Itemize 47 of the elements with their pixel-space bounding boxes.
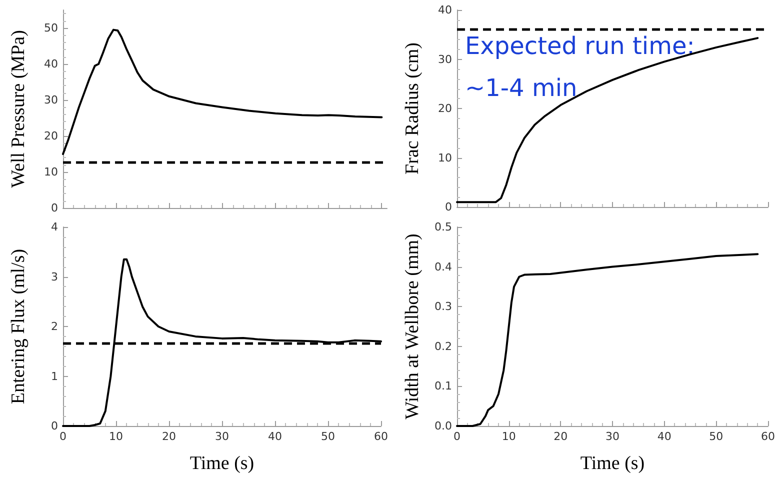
x-tick-label: 60 xyxy=(761,430,775,443)
x-tick-label: 40 xyxy=(268,430,282,443)
y-tick-label: 30 xyxy=(44,94,58,106)
x-tick-label: 10 xyxy=(502,430,516,443)
x-tick-label: 0 xyxy=(60,430,66,443)
y-tick-label: 40 xyxy=(438,4,452,16)
line-series xyxy=(456,253,759,427)
y-tick-label: 10 xyxy=(44,166,58,178)
y-tick-label: 0.3 xyxy=(434,300,452,314)
y-axis-title: Entering Flux (ml/s) xyxy=(8,248,29,404)
x-tick-label: 10 xyxy=(109,430,123,443)
y-tick-label: 3 xyxy=(51,270,58,284)
line-series xyxy=(62,28,383,155)
y-tick-label: 40 xyxy=(44,58,58,70)
x-tick-label: 50 xyxy=(709,430,724,443)
y-tick-label: 0.2 xyxy=(434,340,452,353)
y-tick-label: 4 xyxy=(51,220,58,234)
y-tick-label: 0 xyxy=(51,202,58,214)
x-tick-label: 20 xyxy=(162,430,176,443)
annotation: ~1-4 min xyxy=(465,74,578,102)
x-axis-title: Time (s) xyxy=(190,453,254,474)
y-axis-title: Width at Wellbore (mm) xyxy=(402,234,423,420)
y-tick-label: 0.5 xyxy=(434,220,452,234)
y-tick-label: 0 xyxy=(51,420,58,432)
y-tick-label: 0.4 xyxy=(434,260,452,274)
y-tick-label: 50 xyxy=(44,22,58,34)
line-series xyxy=(456,37,759,204)
x-tick-label: 60 xyxy=(374,430,388,443)
y-axis-title: Well Pressure (MPa) xyxy=(8,30,29,188)
y-tick-label: 20 xyxy=(44,130,58,142)
x-tick-label: 50 xyxy=(321,430,335,443)
y-tick-label: 20 xyxy=(438,102,452,115)
y-axis-title: Frac Radius (cm) xyxy=(402,42,423,174)
y-tick-label: 1 xyxy=(51,370,58,383)
y-tick-label: 30 xyxy=(438,52,452,66)
x-tick-label: 40 xyxy=(657,430,672,443)
y-tick-label: 2 xyxy=(51,320,58,333)
x-axis-title: Time (s) xyxy=(580,453,645,474)
y-tick-label: 0.0 xyxy=(434,420,452,432)
y-tick-label: 0 xyxy=(445,200,452,214)
y-tick-label: 10 xyxy=(438,151,452,164)
y-tick-label: 0.1 xyxy=(434,380,452,393)
x-tick-label: 30 xyxy=(215,430,229,443)
x-tick-label: 20 xyxy=(554,430,568,443)
x-tick-label: 0 xyxy=(454,430,460,443)
x-tick-label: 30 xyxy=(606,430,620,443)
annotation: Expected run time: xyxy=(465,32,695,60)
